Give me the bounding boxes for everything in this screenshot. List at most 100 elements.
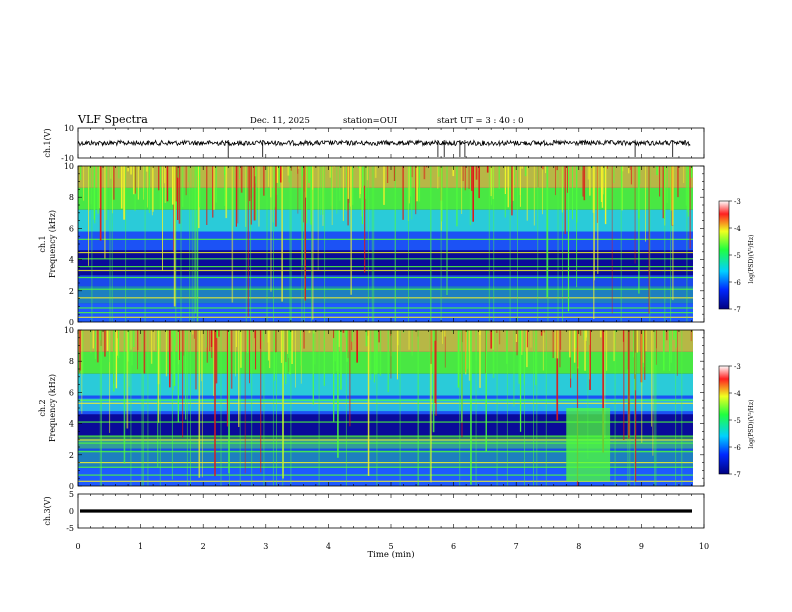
sferic-streak [183, 330, 185, 356]
ch1-waveform-panel: 10 -10 ch.1(V) [43, 124, 705, 163]
broadband-streak [228, 330, 230, 486]
sferic-streak [519, 166, 521, 195]
sferic-streak [90, 330, 92, 354]
sferic-streak [178, 166, 181, 224]
sferic-streak [143, 166, 144, 200]
sferic-streak [291, 330, 293, 364]
broadband-streak [345, 330, 347, 486]
broadband-streak [376, 330, 378, 486]
sferic-streak [177, 330, 179, 423]
broadband-streak [272, 330, 274, 486]
sferic-streak [255, 166, 257, 220]
sferic-streak [606, 330, 608, 371]
broadband-streak [654, 330, 656, 486]
sferic-streak [218, 330, 220, 337]
sferic-streak [645, 330, 647, 352]
ch3-waveform-xticks [77, 494, 705, 528]
sferic-streak [516, 330, 518, 356]
sferic-streak [408, 330, 410, 350]
sferic-streak [634, 166, 636, 264]
ch1-spectrogram-yticks: 0 2 4 6 8 10 [64, 162, 704, 327]
sferic-streak [490, 330, 492, 349]
sferic-streak [249, 330, 250, 384]
sferic-streak [224, 166, 226, 206]
sferic-streak [177, 166, 179, 220]
sferic-streak [479, 330, 481, 336]
sferic-streak [394, 166, 396, 322]
sferic-streak [498, 166, 500, 189]
ch3-ytick-top: 5 [69, 490, 74, 499]
sferic-streak [655, 330, 657, 365]
sferic-streak [313, 330, 315, 334]
broadband-streak [655, 330, 657, 486]
colorbar-tick-label: -4 [734, 225, 741, 233]
frequency-tick-label: 6 [69, 224, 74, 233]
sferic-streak [519, 330, 522, 432]
ch3-ytick-bottom: -5 [66, 524, 74, 533]
sferic-streak [301, 166, 303, 266]
sferic-streak [459, 330, 461, 332]
broadband-streak [239, 330, 241, 486]
sferic-streak [358, 166, 359, 169]
sferic-streak [561, 166, 563, 213]
sferic-streak [165, 330, 168, 377]
sferic-streak [587, 330, 589, 459]
sferic-streak [97, 166, 99, 214]
broadband-streak [190, 330, 191, 486]
sferic-streak [198, 166, 200, 229]
colorbar-tick-label: -5 [734, 417, 741, 425]
sferic-streak [215, 166, 218, 203]
sferic-streak [228, 330, 230, 474]
sferic-streak [589, 330, 591, 390]
broadband-streak [301, 166, 303, 322]
sferic-streak [543, 330, 545, 333]
broadband-streak [130, 330, 132, 486]
broadband-streak [111, 166, 113, 322]
sferic-streak [350, 166, 352, 295]
sferic-streak [212, 166, 214, 218]
time-tick-label: 4 [326, 542, 331, 551]
sferic-streak [663, 166, 665, 219]
ch1-waveform-ylabel: ch.1(V) [43, 128, 52, 157]
sferic-streak [157, 330, 159, 468]
sferic-streak [685, 166, 687, 206]
sferic-streak [430, 330, 432, 483]
sferic-streak [192, 330, 194, 335]
sferic-streak [336, 166, 338, 214]
time-tick-label: 2 [201, 542, 206, 551]
ch3-ytick-middle: 0 [69, 507, 74, 516]
interference-line [78, 451, 693, 453]
sferic-streak [169, 330, 171, 388]
sferic-streak [274, 166, 276, 208]
sferic-streak [485, 330, 487, 451]
sferic-streak [262, 330, 264, 342]
ch2-spectrogram-yticks: 0 2 4 6 8 10 [64, 326, 704, 491]
broadband-streak [681, 330, 683, 486]
sferic-streak [285, 330, 287, 362]
sferic-streak [226, 330, 228, 427]
broadband-streak [547, 166, 549, 322]
broadband-streak [193, 166, 195, 322]
sferic-streak [468, 166, 470, 189]
sferic-streak [569, 330, 571, 358]
sferic-streak [249, 166, 251, 202]
sferic-streak [267, 166, 269, 187]
sferic-streak [201, 330, 203, 382]
sferic-streak [523, 330, 525, 385]
sferic-streak [306, 166, 308, 224]
sferic-streak [137, 166, 139, 200]
interference-line [78, 442, 693, 444]
sferic-streak [92, 330, 94, 349]
sferic-streak [317, 166, 319, 271]
sferic-streak [518, 330, 520, 384]
sferic-streak [376, 330, 379, 374]
sferic-streak [446, 166, 448, 295]
sferic-streak [333, 330, 335, 422]
sferic-streak [179, 330, 180, 360]
interference-line [78, 421, 693, 423]
sferic-streak [276, 166, 279, 183]
ch1-spectrogram-ylabel: ch.1 [38, 235, 47, 252]
sferic-streak [487, 330, 489, 334]
sferic-streak [634, 330, 635, 379]
sferic-streak [173, 330, 176, 386]
